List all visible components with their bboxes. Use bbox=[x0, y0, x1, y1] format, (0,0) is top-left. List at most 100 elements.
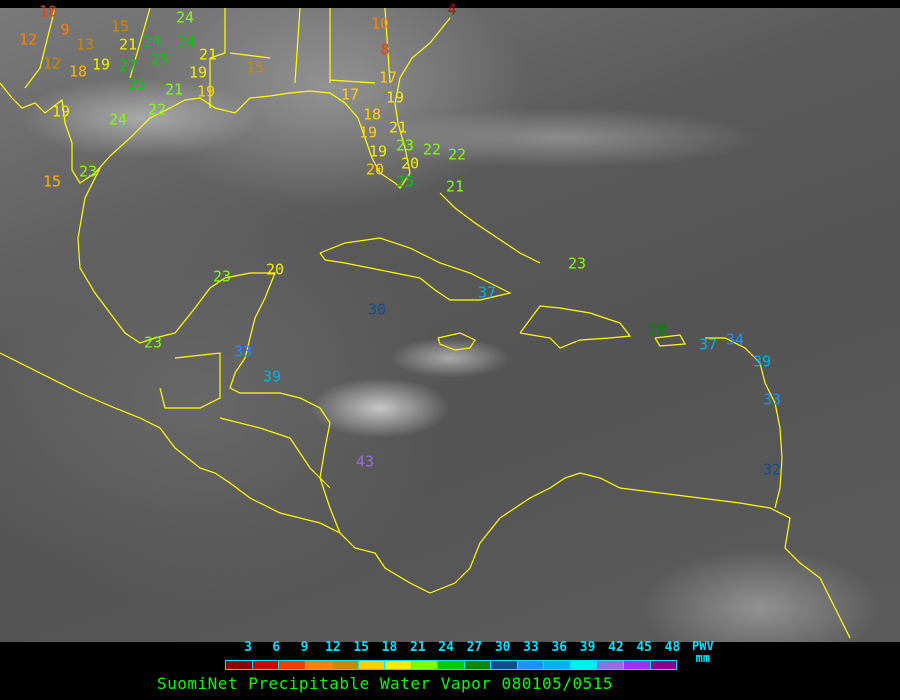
station-pwv-label: 24 bbox=[176, 32, 196, 51]
color-swatch bbox=[544, 661, 571, 669]
color-swatch bbox=[279, 661, 306, 669]
station-pwv-label: 23 bbox=[78, 162, 98, 181]
station-pwv-label: 13 bbox=[75, 35, 95, 54]
station-pwv-label: 19 bbox=[196, 82, 216, 101]
station-pwv-label: 23 bbox=[143, 333, 163, 352]
guatemala-border bbox=[159, 352, 221, 409]
legend-tick-12: 12 bbox=[325, 640, 341, 655]
gulf-coast-outline bbox=[0, 17, 451, 189]
station-pwv-label: 21 bbox=[118, 35, 138, 54]
station-pwv-label: 21 bbox=[388, 118, 408, 137]
legend-tick-9: 9 bbox=[300, 640, 309, 655]
station-pwv-label: 27 bbox=[118, 56, 138, 75]
station-pwv-label: 19 bbox=[188, 63, 208, 82]
color-swatch bbox=[438, 661, 465, 669]
color-swatch bbox=[332, 661, 359, 669]
color-scale-bar bbox=[225, 660, 677, 670]
station-pwv-label: 15 bbox=[245, 58, 265, 77]
legend-tick-21: 21 bbox=[409, 640, 426, 655]
color-swatch bbox=[411, 661, 439, 669]
water-vapor-satellite-image: 10 12 9 13 12 18 19 27 25 15 21 24 25 24 24 21 19 21 19 15 2… bbox=[0, 2, 900, 642]
legend-tick-3: 3 bbox=[244, 640, 252, 655]
legend-tick-39: 39 bbox=[579, 640, 596, 655]
station-pwv-label: 18 bbox=[68, 62, 88, 81]
color-swatch bbox=[305, 661, 333, 669]
color-swatch bbox=[491, 661, 518, 669]
station-pwv-label: 20 bbox=[265, 260, 285, 279]
station-pwv-label: 24 bbox=[175, 8, 195, 27]
central-america-borders bbox=[0, 352, 341, 534]
legend-tick-labels: 3 6 9 12 15 18 21 24 27 30 33 36 39 42 45 48 bbox=[226, 640, 686, 655]
puerto-rico-outline bbox=[654, 334, 686, 347]
station-pwv-label: 19 bbox=[368, 142, 388, 161]
mexico-coast-outline bbox=[77, 167, 851, 639]
color-swatch bbox=[252, 661, 280, 669]
cuba-outline bbox=[319, 237, 512, 301]
station-pwv-label: 19 bbox=[91, 55, 111, 74]
station-pwv-label: 39 bbox=[752, 352, 772, 371]
station-pwv-label: 34 bbox=[725, 330, 745, 349]
station-pwv-label: 39 bbox=[262, 367, 282, 386]
legend-quantity: PWV bbox=[692, 639, 714, 653]
legend-tick-30: 30 bbox=[494, 640, 511, 655]
station-pwv-label: 10 bbox=[38, 2, 58, 21]
station-pwv-label: 24 bbox=[142, 32, 162, 51]
legend-unit-text: mm bbox=[695, 651, 711, 665]
lesser-antilles bbox=[705, 337, 783, 509]
legend-tick-15: 15 bbox=[353, 640, 370, 655]
hispaniola-outline bbox=[519, 305, 632, 349]
station-pwv-label: 22 bbox=[147, 100, 167, 119]
station-pwv-label: 19 bbox=[51, 102, 71, 121]
jamaica-outline bbox=[437, 332, 476, 351]
station-pwv-label: 19 bbox=[385, 88, 405, 107]
station-pwv-label: 28 bbox=[648, 320, 668, 339]
color-swatch bbox=[650, 661, 677, 669]
station-pwv-label: 37 bbox=[698, 335, 718, 354]
station-pwv-label: 23 bbox=[567, 254, 587, 273]
color-swatch bbox=[517, 661, 545, 669]
legend-tick-18: 18 bbox=[381, 640, 398, 655]
station-pwv-label: 4 bbox=[447, 0, 457, 19]
legend-unit: PWV mm bbox=[692, 640, 714, 664]
legend-tick-36: 36 bbox=[551, 640, 568, 655]
color-swatch bbox=[385, 661, 412, 669]
station-pwv-label: 21 bbox=[445, 177, 465, 196]
station-pwv-label: 43 bbox=[355, 452, 375, 471]
station-pwv-label: 17 bbox=[378, 68, 398, 87]
legend-tick-27: 27 bbox=[466, 640, 483, 655]
coastlines-and-borders bbox=[0, 8, 851, 639]
station-pwv-label: 37 bbox=[477, 283, 497, 302]
station-pwv-label: 33 bbox=[762, 390, 782, 409]
honduras-border bbox=[219, 417, 331, 489]
us-state-borders bbox=[24, 8, 391, 108]
station-pwv-label: 20 bbox=[400, 154, 420, 173]
station-pwv-label: 10 bbox=[370, 14, 390, 33]
station-pwv-label: 33 bbox=[233, 342, 253, 361]
legend-tick-48: 48 bbox=[664, 640, 681, 655]
station-pwv-label: 21 bbox=[164, 80, 184, 99]
station-pwv-label: 25 bbox=[395, 172, 415, 191]
color-swatch bbox=[226, 661, 253, 669]
station-pwv-label: 22 bbox=[447, 145, 467, 164]
legend-tick-45: 45 bbox=[636, 640, 653, 655]
color-swatch bbox=[623, 661, 651, 669]
station-pwv-label: 22 bbox=[422, 140, 442, 159]
legend-tick-33: 33 bbox=[523, 640, 539, 655]
station-pwv-label: 23 bbox=[212, 267, 232, 286]
color-swatch bbox=[570, 661, 598, 669]
image-title: SuomiNet Precipitable Water Vapor 080105… bbox=[157, 674, 613, 693]
station-pwv-label: 17 bbox=[340, 85, 360, 104]
color-swatch bbox=[464, 661, 492, 669]
station-pwv-label: 12 bbox=[18, 30, 38, 49]
station-pwv-label: 9 bbox=[60, 20, 70, 39]
station-pwv-label: 19 bbox=[358, 123, 378, 142]
station-pwv-label: 23 bbox=[395, 136, 415, 155]
station-pwv-label: 15 bbox=[110, 17, 130, 36]
station-pwv-label: 8 bbox=[380, 40, 390, 59]
legend-tick-42: 42 bbox=[608, 640, 624, 655]
station-pwv-label: 21 bbox=[198, 45, 218, 64]
station-pwv-label: 30 bbox=[367, 300, 387, 319]
station-pwv-label: 15 bbox=[42, 172, 62, 191]
station-pwv-label: 12 bbox=[42, 54, 62, 73]
